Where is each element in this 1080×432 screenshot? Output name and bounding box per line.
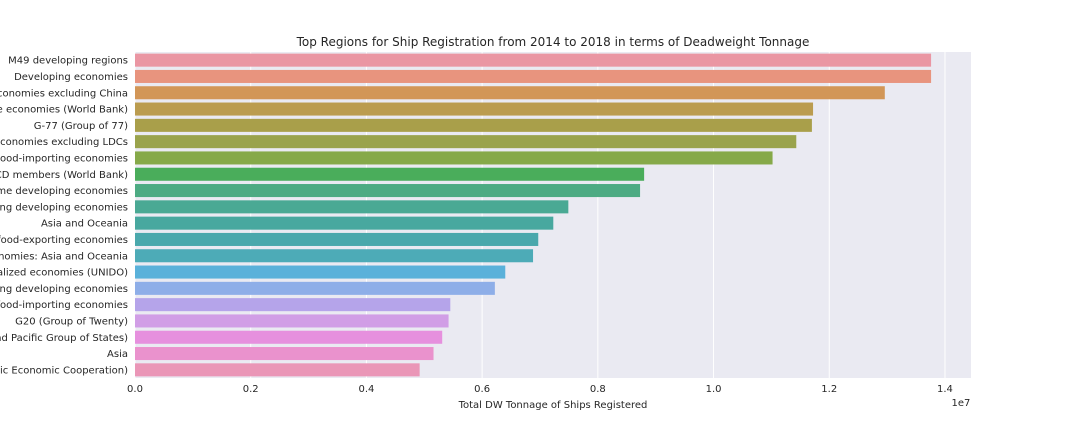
y-tick-label: food-exporting economies	[0, 235, 128, 246]
y-tick-label: G20 (Group of Twenty)	[15, 316, 128, 327]
x-tick-label: 0.8	[590, 384, 606, 395]
bar	[135, 200, 569, 214]
bar	[135, 314, 449, 328]
y-tick-label: e economies (World Bank)	[0, 105, 128, 116]
chart-title: Top Regions for Ship Registration from 2…	[296, 35, 810, 49]
x-tick-label: 1.4	[937, 384, 953, 395]
bar	[135, 265, 506, 279]
bar	[135, 53, 932, 67]
y-tick-label: M49 developing regions	[8, 56, 128, 67]
bar	[135, 86, 885, 100]
plot-area	[135, 52, 971, 378]
x-tick-label: 1.0	[706, 384, 722, 395]
y-tick-label: economies excluding China	[0, 88, 128, 99]
bar	[135, 118, 812, 132]
bar	[135, 167, 645, 181]
x-tick-label: 0.0	[127, 384, 143, 395]
bar	[135, 102, 814, 116]
y-tick-label: Asia	[107, 349, 128, 360]
y-tick-label: alized economies (UNIDO)	[0, 268, 128, 279]
bar	[135, 281, 495, 295]
x-tick-label: 0.6	[474, 384, 490, 395]
x-tick-label: 0.2	[243, 384, 259, 395]
x-axis-scale-label: 1e7	[952, 398, 971, 409]
x-tick-label: 0.4	[358, 384, 374, 395]
x-tick-label: 1.2	[821, 384, 837, 395]
y-tick-label: CD members (World Bank)	[0, 170, 128, 181]
x-tick-labels: 0.0 0.2 0.4 0.6 0.8 1.0 1.2 1.4	[127, 384, 953, 395]
y-tick-label: Developing economies	[14, 72, 128, 83]
bar	[135, 69, 932, 83]
bar	[135, 363, 420, 377]
y-tick-label: ood-importing economies	[0, 153, 128, 164]
y-tick-label: ic Economic Cooperation)	[0, 365, 128, 376]
y-tick-label: me developing economies	[0, 186, 128, 197]
y-tick-label: conomies excluding LDCs	[0, 137, 128, 148]
bar	[135, 216, 554, 230]
y-tick-label: nd Pacific Group of States)	[0, 333, 128, 344]
bar	[135, 184, 641, 198]
bar	[135, 330, 443, 344]
bar	[135, 347, 434, 361]
bar	[135, 135, 797, 149]
bar	[135, 151, 773, 165]
y-tick-label: food-importing economies	[0, 300, 128, 311]
x-axis-label: Total DW Tonnage of Ships Registered	[458, 400, 648, 411]
y-tick-label: G-77 (Group of 77)	[34, 121, 128, 132]
y-tick-label: ing developing economies	[0, 202, 128, 213]
y-tick-labels: M49 developing regions Developing economi…	[0, 56, 128, 377]
y-tick-label: ing developing economies	[0, 284, 128, 295]
bar	[135, 232, 539, 246]
y-tick-label: nomies: Asia and Oceania	[0, 251, 128, 262]
bar	[135, 298, 451, 312]
y-tick-label: Asia and Oceania	[41, 219, 128, 230]
bars	[135, 53, 932, 377]
bar	[135, 249, 534, 263]
